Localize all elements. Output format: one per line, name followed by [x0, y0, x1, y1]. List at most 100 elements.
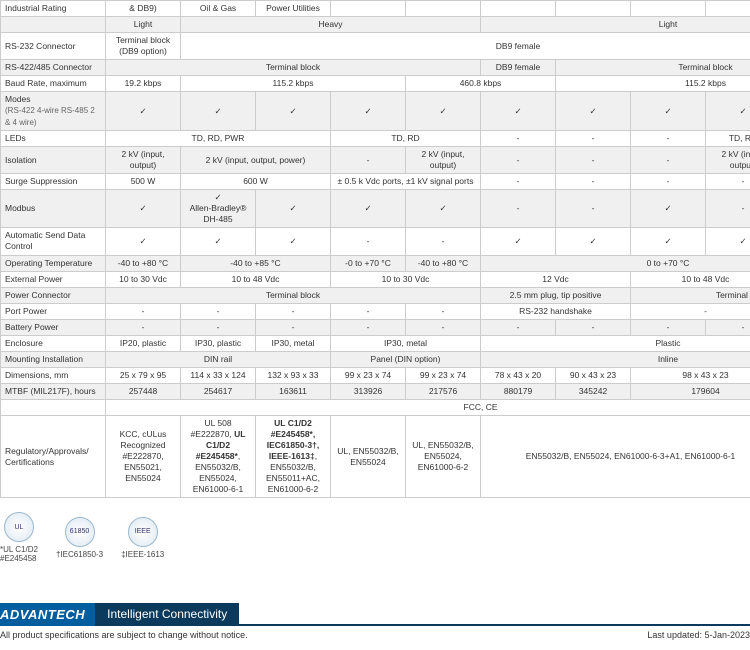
cell: -: [181, 319, 256, 335]
cell: UL C1/D2 #E245458*, IEC61850-3†, IEEE-16…: [256, 416, 331, 498]
cell: 217576: [406, 383, 481, 399]
cell: ✓: [106, 228, 181, 255]
cell: ✓: [631, 228, 706, 255]
cell: -: [556, 147, 631, 174]
row-label: Battery Power: [1, 319, 106, 335]
cell: 90 x 43 x 23: [556, 367, 631, 383]
cell: -: [331, 228, 406, 255]
cell: 132 x 93 x 33: [256, 367, 331, 383]
cell: 10 to 30 Vdc: [106, 271, 181, 287]
cert-badge: UL*UL C1/D2#E245458: [0, 512, 38, 563]
cell: Terminal block: [106, 60, 481, 76]
cell: 10 to 48 Vdc: [181, 271, 331, 287]
row-label: LEDs: [1, 131, 106, 147]
row-label: Automatic Send Data Control: [1, 228, 106, 255]
cell: 115.2 kbps: [181, 76, 406, 92]
cell: -: [106, 319, 181, 335]
cell: DIN rail: [106, 351, 331, 367]
row-label: Enclosure: [1, 335, 106, 351]
cell: 99 x 23 x 74: [331, 367, 406, 383]
row-label: RS-232 Connector: [1, 33, 106, 60]
cell: -: [481, 190, 556, 228]
footer-note-row: All product specifications are subject t…: [0, 626, 750, 640]
row-label: External Power: [1, 271, 106, 287]
row-label: Modes(RS-422 4-wire RS-485 2 & 4 wire): [1, 92, 106, 131]
cell: [631, 1, 706, 17]
cell: 12 Vdc: [481, 271, 631, 287]
cell: ✓: [331, 92, 406, 131]
cell: -: [331, 319, 406, 335]
cell: ✓: [256, 92, 331, 131]
row-label: Isolation: [1, 147, 106, 174]
row-label: Surge Suppression: [1, 174, 106, 190]
cell: -: [331, 147, 406, 174]
cell: 19.2 kbps: [106, 76, 181, 92]
cell: UL, EN55032/B, EN55024, EN61000-6-2: [406, 416, 481, 498]
cell: ✓: [181, 228, 256, 255]
cell: 880179: [481, 383, 556, 399]
cell: 98 x 43 x 23: [631, 367, 750, 383]
cell: -: [406, 228, 481, 255]
cell: -: [256, 303, 331, 319]
cell: ✓: [631, 92, 706, 131]
cell: 500 W: [106, 174, 181, 190]
cell: ✓: [481, 228, 556, 255]
cell: -: [481, 174, 556, 190]
cert-badge: IEEE‡IEEE-1613: [121, 517, 164, 559]
cell: UL, EN55032/B, EN55024: [331, 416, 406, 498]
cell: 2 kV (input, output): [706, 147, 750, 174]
cell: -: [556, 131, 631, 147]
cell: 600 W: [181, 174, 331, 190]
cell: Light: [106, 17, 181, 33]
row-label: [1, 399, 106, 415]
cert-row: UL*UL C1/D2#E24545861850†IEC61850-3IEEE‡…: [0, 512, 750, 563]
cell: -: [706, 174, 750, 190]
cell: IP30, metal: [331, 335, 481, 351]
brand-bar: ADVANTECH Intelligent Connectivity: [0, 603, 750, 626]
cell: 115.2 kbps: [556, 76, 750, 92]
cell: ✓: [631, 190, 706, 228]
cell: -: [181, 303, 256, 319]
cell: ✓: [706, 92, 750, 131]
cell: 10 to 48 Vdc: [631, 271, 750, 287]
cell: -40 to +80 °C: [106, 255, 181, 271]
cell: ✓: [706, 228, 750, 255]
cell: [406, 1, 481, 17]
cell: -: [106, 303, 181, 319]
cell: FCC, CE: [106, 399, 750, 415]
cell: -: [631, 303, 750, 319]
cell: ± 0.5 k Vdc ports, ±1 kV signal ports: [331, 174, 481, 190]
cell: -: [631, 174, 706, 190]
cell: DB9 female: [181, 33, 750, 60]
cell: & DB9): [106, 1, 181, 17]
cell: IP30, plastic: [181, 335, 256, 351]
row-label: Modbus: [1, 190, 106, 228]
cell: 163611: [256, 383, 331, 399]
row-label: Power Connector: [1, 287, 106, 303]
cell: ✓: [406, 92, 481, 131]
cell: IP30, metal: [256, 335, 331, 351]
cell: ✓: [481, 92, 556, 131]
cell: 257448: [106, 383, 181, 399]
row-label: [1, 17, 106, 33]
cell: -: [406, 319, 481, 335]
cell: UL 508 #E222870, UL C1/D2 #E245458*, EN5…: [181, 416, 256, 498]
cell: -: [631, 147, 706, 174]
spec-table: Industrial Rating& DB9)Oil & GasPower Ut…: [0, 0, 750, 498]
cell: 10 to 30 Vdc: [331, 271, 481, 287]
cell: ✓: [256, 190, 331, 228]
cell: Inline: [481, 351, 750, 367]
row-label: Dimensions, mm: [1, 367, 106, 383]
cell: -: [631, 131, 706, 147]
footer-updated: Last updated: 5-Jan-2023: [647, 630, 750, 640]
cell: EN55032/B, EN55024, EN61000-6-3+A1, EN61…: [481, 416, 750, 498]
cell: Oil & Gas: [181, 1, 256, 17]
cell: RS-232 handshake: [481, 303, 631, 319]
cell: Heavy: [181, 17, 481, 33]
cell: -: [481, 319, 556, 335]
cell: [706, 1, 750, 17]
brand-tagline: Intelligent Connectivity: [95, 603, 239, 626]
row-label: RS-422/485 Connector: [1, 60, 106, 76]
cell: ✓: [256, 228, 331, 255]
cell: TD, RD: [331, 131, 481, 147]
